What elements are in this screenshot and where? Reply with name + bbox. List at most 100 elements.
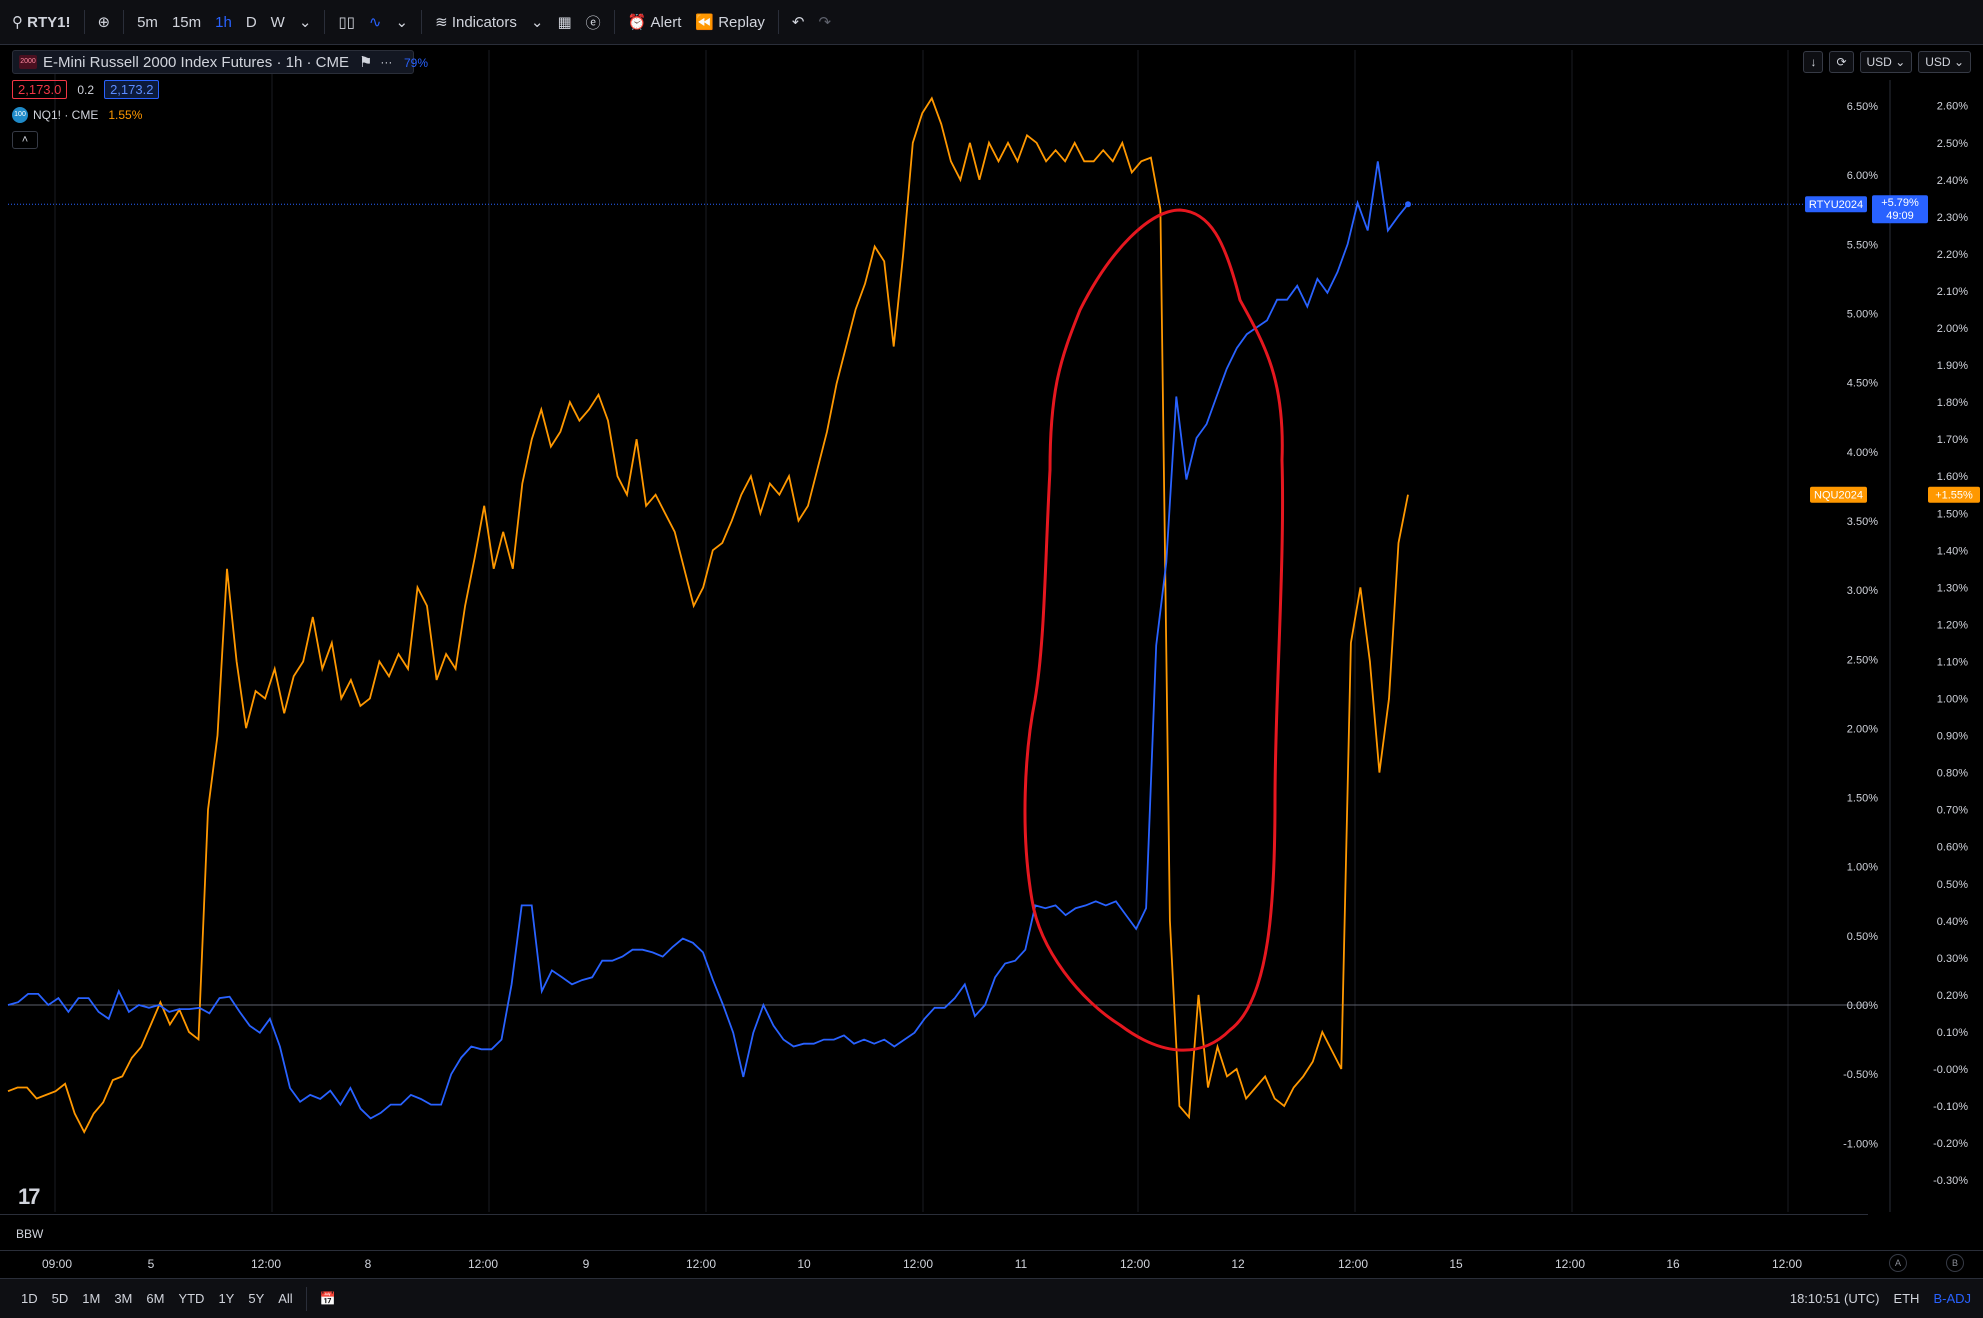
left-axis-tick: 1.50% — [1847, 793, 1878, 805]
left-axis-tick: 3.00% — [1847, 585, 1878, 597]
left-axis-tick: 2.00% — [1847, 723, 1878, 735]
bid-ask-row: 2,173.0 0.2 2,173.2 — [12, 80, 414, 99]
svg-text:+5.79%: +5.79% — [1881, 197, 1919, 209]
right-axis-tick: 1.30% — [1937, 582, 1968, 594]
adjustment-toggle[interactable]: B-ADJ — [1933, 1291, 1971, 1306]
left-axis-tick: 6.00% — [1847, 170, 1878, 182]
templates-button[interactable]: ⓔ — [579, 0, 608, 44]
right-axis-tick: 0.30% — [1937, 953, 1968, 965]
tradingview-logo[interactable]: 17 — [18, 1184, 41, 1209]
interval-1h[interactable]: 1h — [215, 13, 232, 31]
interval-15m[interactable]: 15m — [171, 13, 202, 31]
series-title: E-Mini Russell 2000 Index Futures · 1h ·… — [43, 53, 349, 71]
left-axis-tick: 4.00% — [1847, 447, 1878, 459]
compare-button[interactable]: ⊕ — [91, 0, 118, 44]
add-symbol-icon: ⊕ — [97, 14, 111, 31]
arrow-down-icon: ↓ — [1810, 55, 1817, 69]
go-to-date-button[interactable]: 📅 — [313, 1291, 343, 1307]
right-axis-tick: 0.90% — [1937, 731, 1968, 743]
symbol-search-button[interactable]: ⚲ RTY1! — [0, 0, 78, 44]
alert-button[interactable]: ⏰ Alert — [621, 0, 689, 44]
left-axis-tick: 6.50% — [1847, 101, 1878, 113]
right-axis-tick: 1.10% — [1937, 656, 1968, 668]
chevron-down-icon: ⌄ — [1953, 55, 1964, 69]
chart-grid — [54, 50, 1789, 1212]
time-axis-label: 12 — [1231, 1257, 1245, 1271]
session-toggle[interactable]: ETH — [1893, 1291, 1920, 1306]
divider — [305, 1286, 307, 1311]
right-axis-tick: 2.20% — [1937, 249, 1968, 261]
compare-change: 1.55% — [108, 108, 143, 122]
right-axis-tick: 1.40% — [1937, 545, 1968, 557]
redo-button[interactable]: ↷ — [812, 0, 839, 44]
auto-scale-button[interactable]: A — [1889, 1254, 1907, 1272]
undo-button[interactable]: ↶ — [785, 0, 812, 44]
range-3m[interactable]: 3M — [114, 1291, 133, 1306]
indicators-button[interactable]: ≋ Indicators — [428, 0, 524, 44]
time-axis-label: 9 — [582, 1257, 590, 1271]
time-axis-label: 15 — [1449, 1257, 1463, 1271]
time-axis-label: 16 — [1666, 1257, 1680, 1271]
left-axis-tick: 3.50% — [1847, 516, 1878, 528]
interval-d[interactable]: D — [245, 13, 257, 31]
time-axis-label: 10 — [797, 1257, 811, 1271]
spread-value: 0.2 — [77, 82, 95, 97]
line-chart-type-button[interactable]: ∿ — [362, 0, 389, 44]
download-button[interactable]: ↓ — [1803, 51, 1824, 73]
ask-price[interactable]: 2,173.2 — [104, 80, 160, 99]
divider — [83, 10, 85, 34]
rty-last-point — [1405, 201, 1411, 208]
right-axis-tick: 0.60% — [1937, 842, 1968, 854]
main-series-legend[interactable]: 2000 E-Mini Russell 2000 Index Futures ·… — [12, 50, 414, 74]
right-axis-tick: 0.20% — [1937, 990, 1968, 1002]
redo-icon: ↷ — [818, 14, 832, 31]
collapse-legend-button[interactable]: ˄ — [12, 131, 38, 149]
range-5y[interactable]: 5Y — [248, 1291, 265, 1306]
left-axis-tick: 5.00% — [1847, 309, 1878, 321]
sync-button[interactable]: ⟳ — [1829, 51, 1854, 73]
currency-select-1[interactable]: USD ⌄ — [1859, 51, 1913, 73]
divider — [324, 10, 326, 34]
range-6m[interactable]: 6M — [146, 1291, 165, 1306]
indicators-dropdown[interactable]: ⌄ — [524, 0, 551, 44]
range-all[interactable]: All — [278, 1291, 293, 1306]
right-axis-tick: 2.50% — [1937, 138, 1968, 150]
time-axis-label: 12:00 — [1119, 1257, 1151, 1271]
price-chart[interactable]: 6.50% 6.00% 5.50% 5.00% 4.50% 4.00% 3.50% 3.00%… — [0, 45, 1983, 1215]
interval-w[interactable]: W — [270, 13, 285, 31]
right-axis-tick: 1.80% — [1937, 397, 1968, 409]
range-1d[interactable]: 1D — [21, 1291, 38, 1306]
more-options-icon[interactable]: ··· — [380, 55, 393, 69]
scale-mode-button[interactable]: B — [1946, 1254, 1964, 1272]
replay-button[interactable]: ⏪ Replay — [688, 0, 772, 44]
time-axis-label: 12:00 — [1554, 1257, 1586, 1271]
currency-label-1: USD — [1866, 55, 1892, 69]
chart-type-dropdown[interactable]: ⌄ — [389, 0, 416, 44]
grid-icon: ▦ — [557, 14, 572, 31]
layouts-button[interactable]: ▦ — [550, 0, 578, 44]
interval-5m[interactable]: 5m — [137, 13, 158, 31]
indicator-pane[interactable]: BBW — [0, 1214, 1868, 1251]
interval-dropdown-button[interactable]: ⌄ — [292, 0, 319, 44]
range-1y[interactable]: 1Y — [218, 1291, 235, 1306]
freehand-ellipse-annotation[interactable] — [1023, 208, 1285, 1052]
right-axis-tick: 0.40% — [1937, 916, 1968, 928]
range-1m[interactable]: 1M — [82, 1291, 101, 1306]
right-axis-tick: -0.00% — [1933, 1064, 1968, 1076]
left-axis-tick: 4.50% — [1847, 378, 1878, 390]
compare-series-legend[interactable]: 100 NQ1! · CME 1.55% — [12, 107, 414, 123]
utc-clock[interactable]: 18:10:51 (UTC) — [1789, 1291, 1880, 1306]
right-axis-tick: 1.00% — [1937, 694, 1968, 706]
range-ytd[interactable]: YTD — [178, 1291, 205, 1306]
range-5d[interactable]: 5D — [51, 1291, 69, 1306]
divider — [613, 10, 615, 34]
divider — [777, 10, 779, 34]
time-axis[interactable]: 09:00 5 12:00 8 12:00 9 12:00 10 12:00 11 12:00 12 1… — [0, 1250, 1983, 1275]
bid-price[interactable]: 2,173.0 — [12, 80, 68, 99]
candles-chart-type-button[interactable]: ▯▯ — [331, 0, 362, 44]
calendar-icon: 📅 — [319, 1290, 336, 1306]
axis-controls: ↓ ⟳ USD ⌄ USD ⌄ — [1803, 51, 1971, 73]
left-axis-tick: 5.50% — [1847, 239, 1878, 251]
line-chart-icon: ∿ — [368, 14, 382, 31]
currency-select-2[interactable]: USD ⌄ — [1918, 51, 1971, 73]
